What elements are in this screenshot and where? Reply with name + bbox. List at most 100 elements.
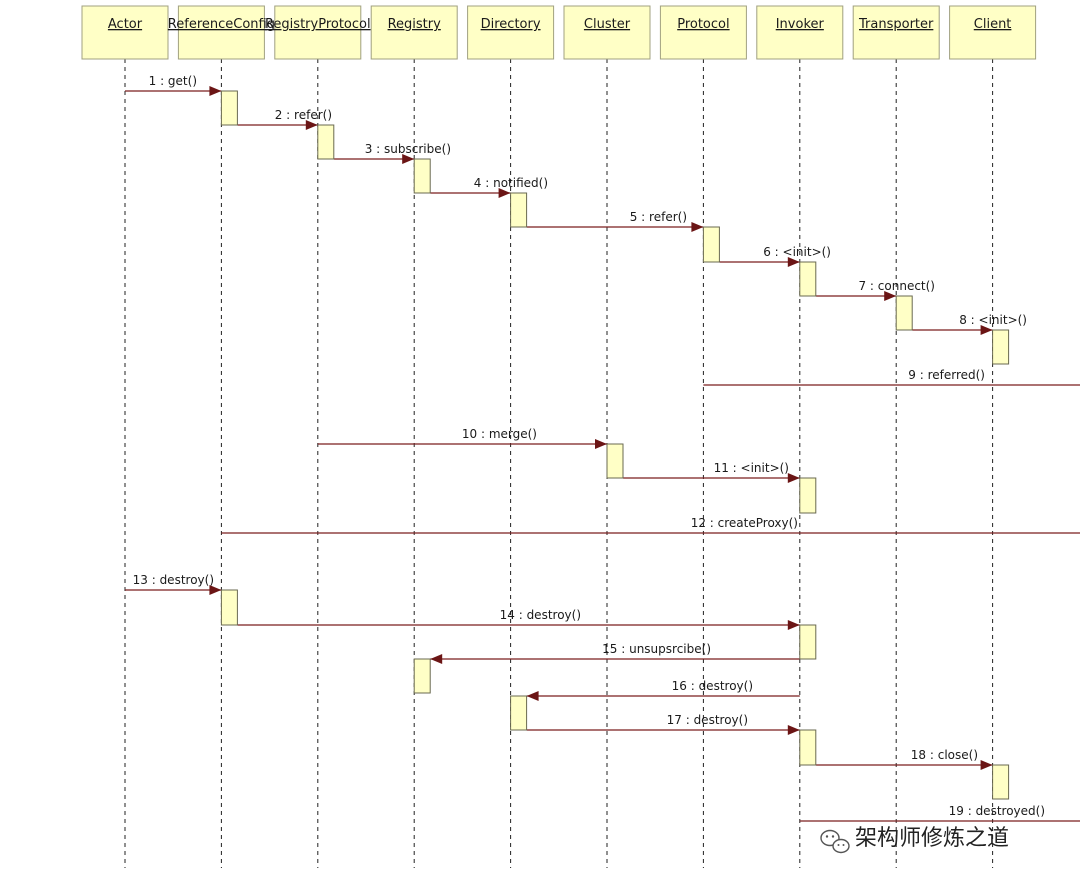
message-16: 16 : destroy() xyxy=(526,679,800,701)
participant-reference-config: ReferenceConfig xyxy=(168,5,275,60)
participant-box xyxy=(274,5,362,60)
message-label: 16 : destroy() xyxy=(672,679,753,693)
participant-label: Directory xyxy=(481,17,541,32)
message-10: 10 : merge() xyxy=(317,427,607,449)
message-label: 1 : get() xyxy=(149,74,197,88)
participant-transporter: Transporter xyxy=(852,5,940,60)
message-label: 19 : destroyed() xyxy=(949,804,1045,818)
arrowhead xyxy=(402,154,415,164)
activation-bar xyxy=(895,295,913,331)
arrowhead xyxy=(980,325,993,335)
activation-bar xyxy=(317,124,335,160)
message-label: 9 : referred() xyxy=(908,368,985,382)
participant-label: Actor xyxy=(108,17,143,32)
arrowhead xyxy=(787,473,800,483)
participant-registry-protocol: RegistryProtocol xyxy=(265,5,371,60)
participant-directory: Directory xyxy=(467,5,555,60)
participant-label: Client xyxy=(974,17,1012,32)
message-14: 14 : destroy() xyxy=(237,608,800,630)
message-label: 10 : merge() xyxy=(462,427,537,441)
arrowhead xyxy=(209,585,222,595)
activation-bar xyxy=(220,589,238,626)
message-label: 12 : createProxy() xyxy=(691,516,798,530)
message-12: 12 : createProxy() xyxy=(221,516,1080,534)
messages: 1 : get() 2 : refer() 3 : subscribe() 4 : n… xyxy=(125,74,1080,822)
activation-bar xyxy=(510,192,528,228)
message-label: 4 : notified() xyxy=(474,176,548,190)
participant-label: RegistryProtocol xyxy=(265,17,371,32)
arrowhead xyxy=(595,439,607,449)
message-label: 5 : refer() xyxy=(630,210,687,224)
activation-bar xyxy=(799,729,817,766)
arrowhead xyxy=(526,691,539,701)
activation-bar xyxy=(413,158,431,194)
message-label: 14 : destroy() xyxy=(500,608,581,622)
message-17: 17 : destroy() xyxy=(526,713,800,735)
participant-box xyxy=(852,5,940,60)
arrowhead xyxy=(787,620,800,630)
arrowhead xyxy=(884,291,897,301)
participant-client: Client xyxy=(949,5,1037,60)
message-15: 15 : unsupsrcibe() xyxy=(430,642,800,664)
activation-bar xyxy=(992,764,1010,800)
activation-bar xyxy=(510,695,528,731)
lifelines xyxy=(124,59,994,868)
arrowhead xyxy=(691,222,704,232)
message-3: 3 : subscribe() xyxy=(333,142,451,164)
participant-box xyxy=(467,5,555,60)
activation-bar xyxy=(606,443,624,479)
message-11: 11 : <init>() xyxy=(623,461,800,483)
participant-actor: Actor xyxy=(81,5,169,60)
message-label: 8 : <init>() xyxy=(959,313,1027,327)
message-label: 13 : destroy() xyxy=(133,573,214,587)
message-2: 2 : refer() xyxy=(237,108,332,130)
message-19: 19 : destroyed() xyxy=(799,804,1080,822)
participant-label: Cluster xyxy=(584,17,631,32)
activation-bar xyxy=(992,329,1010,365)
message-18: 18 : close() xyxy=(815,748,993,770)
participant-invoker: Invoker xyxy=(756,5,844,60)
message-6: 6 : <init>() xyxy=(719,245,831,267)
message-5: 5 : refer() xyxy=(526,210,704,232)
message-label: 15 : unsupsrcibe() xyxy=(602,642,711,656)
participant-label: Invoker xyxy=(776,17,825,32)
participant-label: Registry xyxy=(388,17,442,32)
arrowhead xyxy=(209,86,222,96)
arrowhead xyxy=(787,725,800,735)
arrowhead xyxy=(498,188,511,198)
message-9: 9 : referred() xyxy=(703,368,1080,386)
message-label: 6 : <init>() xyxy=(763,245,831,259)
participant-box xyxy=(949,5,1037,60)
activation-bar xyxy=(799,624,817,660)
message-7: 7 : connect() xyxy=(815,279,935,301)
message-label: 11 : <init>() xyxy=(714,461,789,475)
participant-cluster: Cluster xyxy=(563,5,651,60)
participant-label: Protocol xyxy=(677,17,729,32)
message-8: 8 : <init>() xyxy=(912,313,1027,335)
participant-label: ReferenceConfig xyxy=(168,17,275,32)
activation-bar xyxy=(702,226,720,263)
watermark: 架构师修炼之道 xyxy=(820,826,1009,854)
arrowhead xyxy=(305,120,318,130)
arrowhead xyxy=(787,257,800,267)
watermark-text: 架构师修炼之道 xyxy=(855,826,1009,851)
arrowhead xyxy=(430,654,443,664)
message-4: 4 : notified() xyxy=(430,176,548,198)
participant-box xyxy=(81,5,169,60)
activation-bar xyxy=(220,90,238,126)
participant-box xyxy=(756,5,844,60)
message-13: 13 : destroy() xyxy=(125,573,222,595)
participant-box xyxy=(563,5,651,60)
participant-box xyxy=(177,5,265,60)
message-label: 3 : subscribe() xyxy=(365,142,451,156)
message-label: 2 : refer() xyxy=(275,108,332,122)
message-label: 17 : destroy() xyxy=(667,713,748,727)
participant-box xyxy=(370,5,458,60)
activation-bar xyxy=(799,261,817,297)
activation-bar xyxy=(413,658,431,694)
activation-bar xyxy=(799,477,817,514)
participant-label: Transporter xyxy=(858,17,934,32)
activation-bars xyxy=(220,90,1010,800)
